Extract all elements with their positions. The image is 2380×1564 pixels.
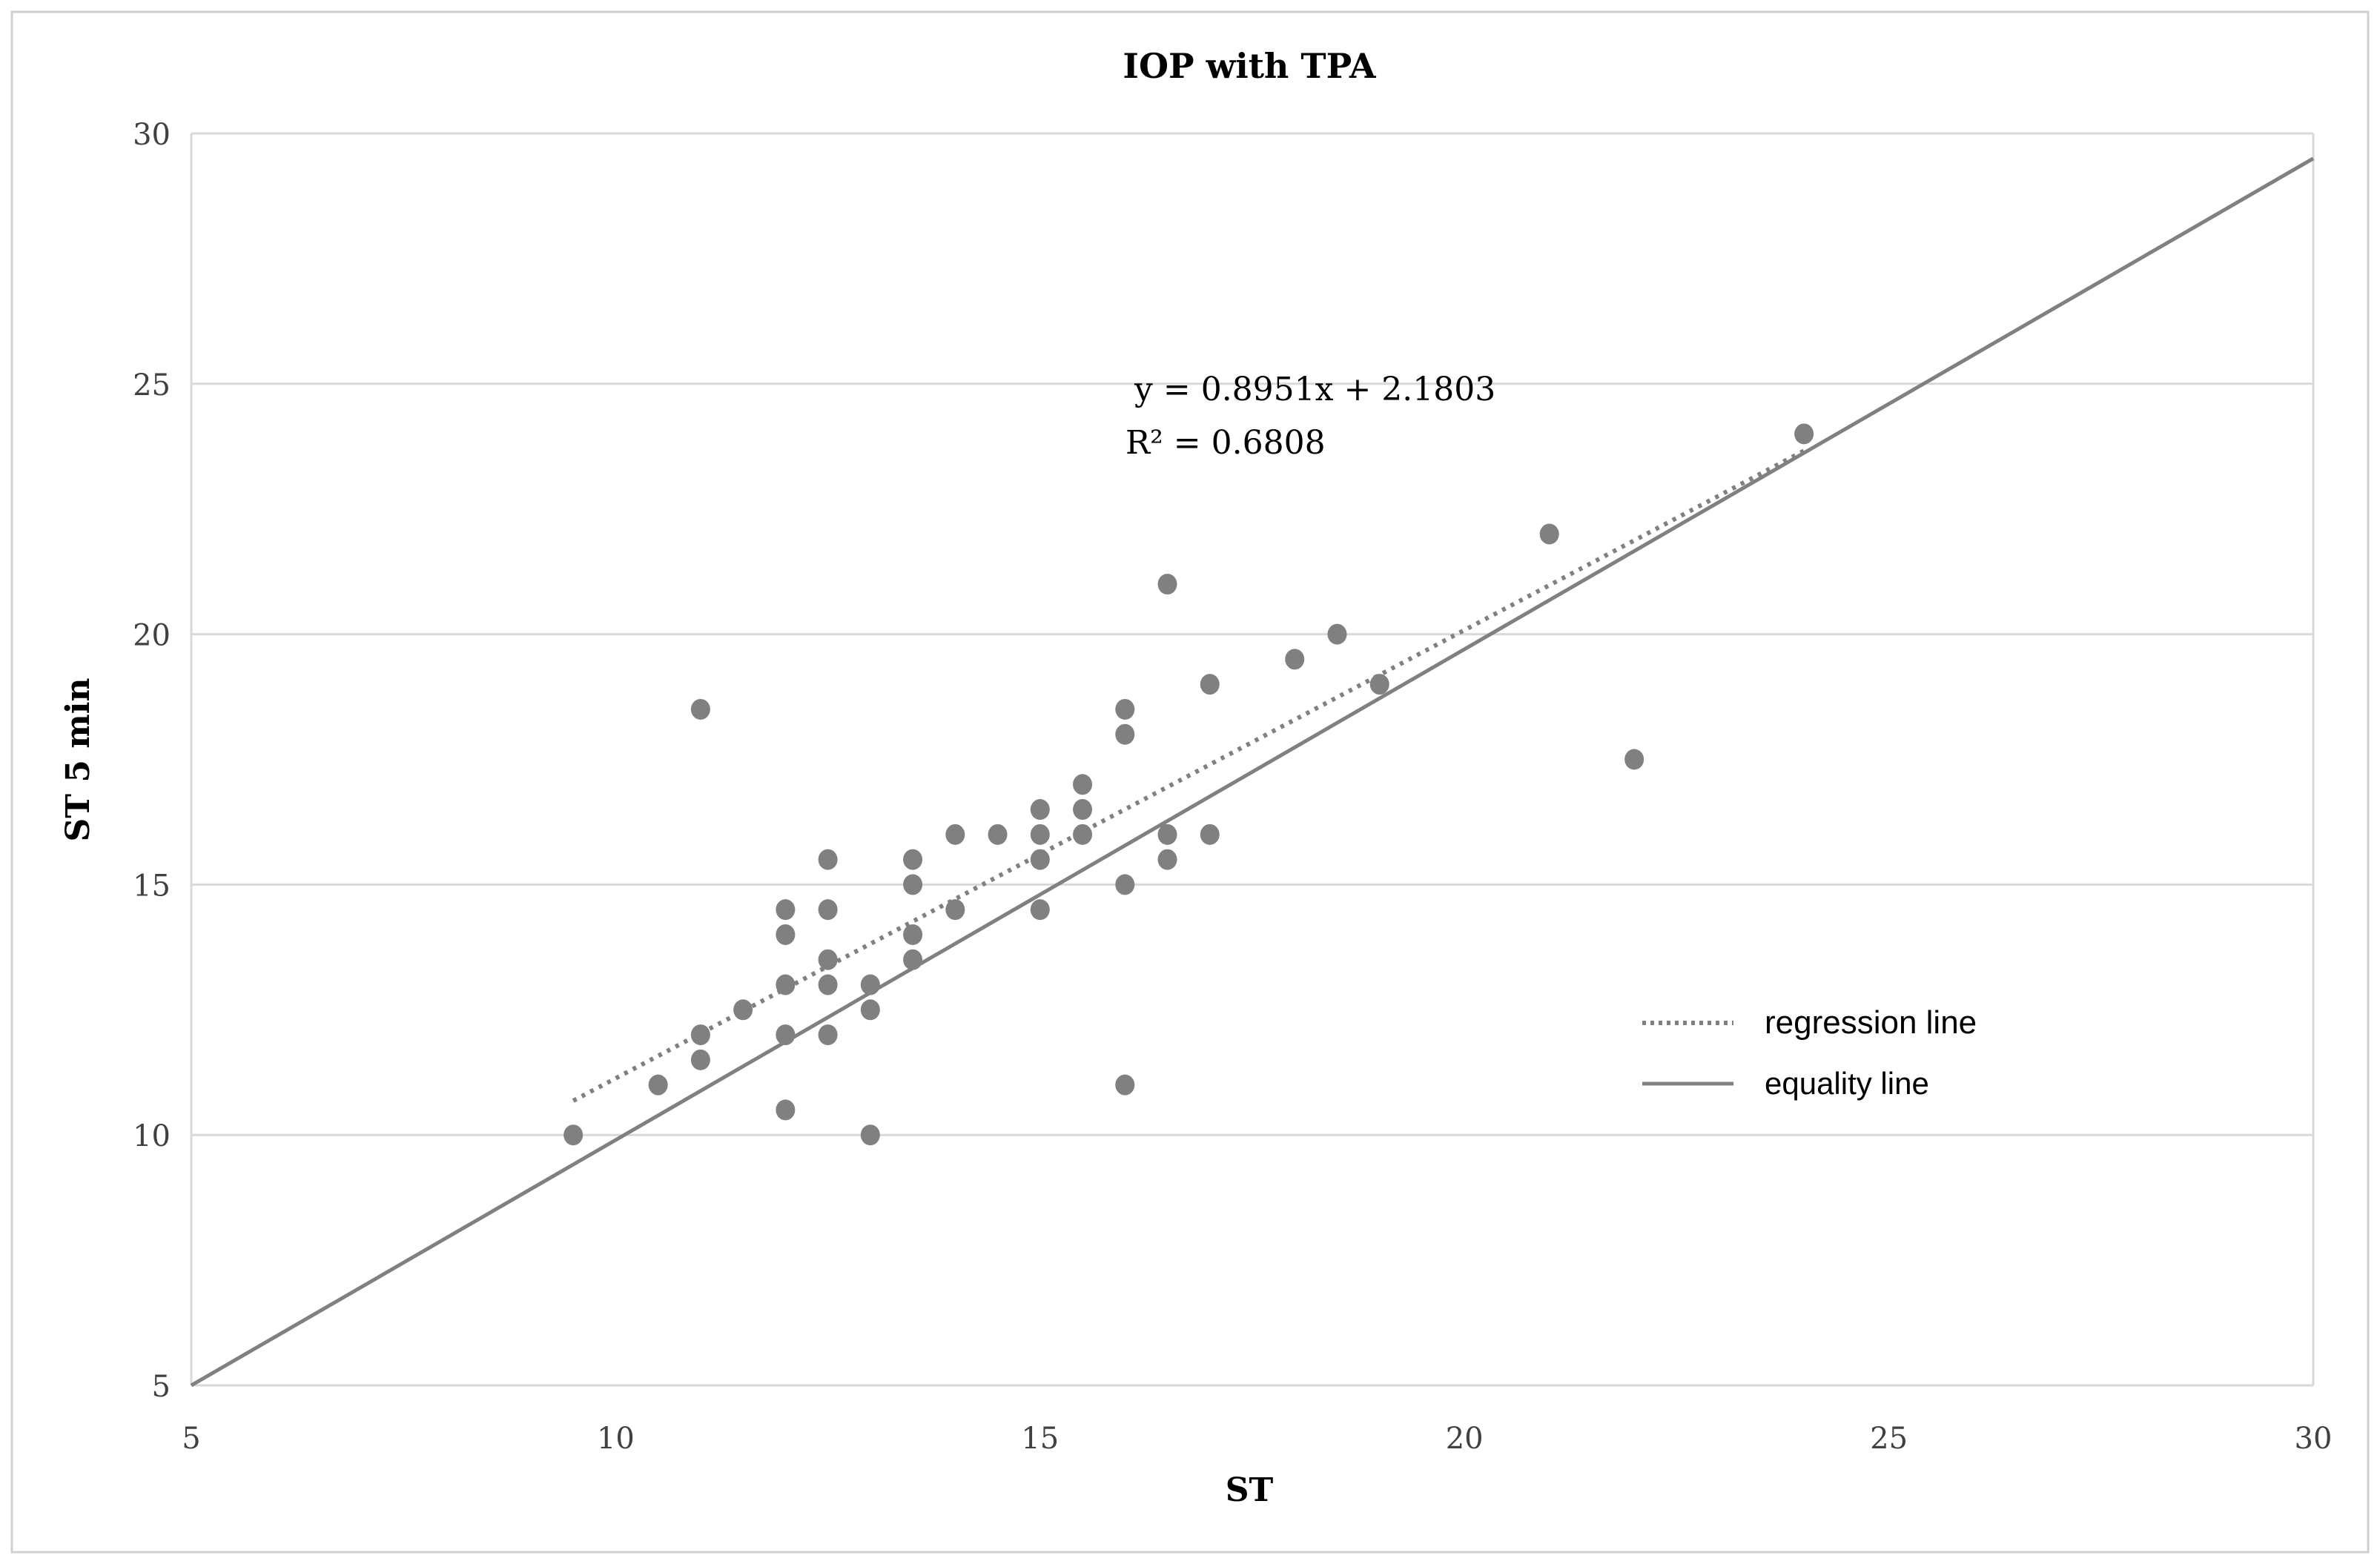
chart-border — [10, 10, 2370, 1554]
y-tick-label: 25 — [133, 368, 171, 402]
data-point — [1157, 824, 1177, 845]
data-point — [690, 1024, 710, 1046]
data-point — [1624, 749, 1644, 770]
data-point — [776, 924, 796, 945]
data-point — [690, 1049, 710, 1070]
y-tick-label: 10 — [133, 1119, 171, 1153]
data-point — [1115, 698, 1135, 720]
gridlines — [190, 132, 2315, 1387]
data-point — [860, 1124, 880, 1146]
x-axis-label: ST — [1226, 1471, 1274, 1509]
data-point — [1157, 849, 1177, 870]
data-point — [903, 924, 923, 945]
data-point — [1073, 774, 1093, 795]
data-point — [1200, 824, 1220, 845]
equality-line — [190, 156, 2315, 1388]
data-point — [1030, 899, 1050, 921]
data-point — [1073, 799, 1093, 821]
regression-equation: y = 0.8951x + 2.1803 — [1134, 371, 1495, 408]
data-point — [776, 1099, 796, 1121]
data-point — [1327, 623, 1347, 645]
data-point — [818, 849, 838, 870]
data-point — [818, 899, 838, 921]
data-point — [860, 999, 880, 1021]
x-tick-label: 10 — [597, 1422, 635, 1456]
data-point — [988, 824, 1008, 845]
data-point — [818, 974, 838, 995]
data-point — [1157, 574, 1177, 595]
data-point — [1030, 824, 1050, 845]
x-tick-label: 30 — [2295, 1422, 2333, 1456]
legend-regression-label: regression line — [1765, 1004, 1977, 1041]
data-point — [1539, 523, 1559, 545]
data-point — [648, 1074, 668, 1096]
x-tick-label: 20 — [1446, 1422, 1484, 1456]
data-point — [1285, 649, 1305, 670]
data-point — [733, 999, 753, 1021]
data-point — [1073, 824, 1093, 845]
y-axis-label: ST 5 min — [59, 677, 97, 841]
data-point — [903, 849, 923, 870]
y-tick-label: 15 — [133, 869, 171, 903]
data-point — [903, 949, 923, 970]
data-point — [818, 949, 838, 970]
y-tick-label: 30 — [133, 118, 171, 152]
chart-title: IOP with TPA — [1123, 46, 1376, 86]
legend-equality-label: equality line — [1765, 1066, 1929, 1101]
data-point — [776, 1024, 796, 1046]
data-point — [1200, 674, 1220, 695]
trend-lines — [190, 156, 2315, 1388]
data-point — [1030, 799, 1050, 821]
data-point — [563, 1124, 584, 1146]
data-point — [860, 974, 880, 995]
tick-labels: 5 10 15 20 25 30 5 10 15 20 25 30 — [133, 118, 2332, 1456]
y-tick-label: 20 — [133, 619, 171, 653]
data-point — [1030, 849, 1050, 870]
data-point — [776, 899, 796, 921]
legend: regression line equality line — [1642, 1004, 1977, 1101]
data-point — [690, 698, 710, 720]
r-squared: R² = 0.6808 — [1125, 424, 1326, 462]
data-point — [776, 974, 796, 995]
data-point — [818, 1024, 838, 1046]
data-point — [1115, 874, 1135, 895]
y-tick-label: 5 — [152, 1370, 171, 1404]
data-point — [945, 824, 965, 845]
x-tick-label: 25 — [1870, 1422, 1908, 1456]
regression-line — [572, 448, 1805, 1103]
data-point — [1115, 1074, 1135, 1096]
data-points — [563, 423, 1814, 1146]
data-point — [1369, 674, 1389, 695]
x-tick-label: 5 — [182, 1422, 200, 1456]
data-point — [1115, 723, 1135, 745]
data-point — [1794, 423, 1814, 445]
data-point — [903, 874, 923, 895]
data-point — [945, 899, 965, 921]
x-tick-label: 15 — [1021, 1422, 1059, 1456]
